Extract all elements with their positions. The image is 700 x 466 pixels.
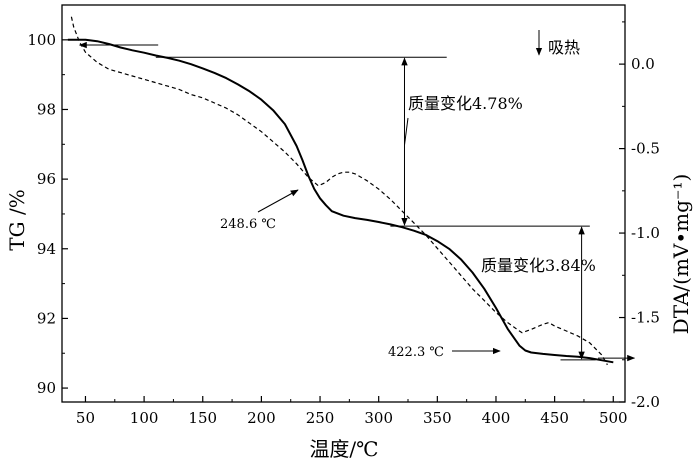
y-left-tick-label: 90 [37, 379, 56, 397]
x-axis-title: 温度/℃ [309, 437, 378, 461]
x-tick-label: 150 [188, 409, 217, 427]
x-tick-label: 250 [306, 409, 335, 427]
ticks: 50 100 150 200 250 300 350 400 450 500 90 92 94 96 98 1… [27, 21, 660, 427]
x-tick-label: 200 [247, 409, 276, 427]
y-right-tick-label: -2.0 [631, 393, 660, 411]
mass-change-1-label: 质量变化4.78% [408, 94, 523, 113]
x-tick-label: 300 [364, 409, 393, 427]
x-tick-label: 450 [540, 409, 569, 427]
mass-change-1-leader [403, 117, 409, 146]
y-left-tick-label: 94 [37, 240, 56, 258]
y-right-axis-title: DTA/(mV•mg⁻¹) [669, 174, 693, 335]
y-left-tick-label: 100 [27, 31, 56, 49]
plot-frame [61, 4, 626, 403]
tg-series-line [67, 38, 614, 364]
x-tick-label: 500 [599, 409, 628, 427]
arrows [78, 30, 636, 362]
peak-1-arrow [257, 189, 299, 213]
dta-series-line [70, 16, 608, 366]
y-left-axis-title: TG /% [5, 189, 29, 250]
x-tick-label: 100 [130, 409, 159, 427]
peak-1-label: 248.6 ℃ [220, 217, 276, 232]
mass-change-2-label: 质量变化3.84% [481, 256, 596, 275]
y-right-tick-label: -1.5 [631, 309, 660, 327]
series-lines [67, 16, 614, 366]
x-tick-label: 350 [423, 409, 452, 427]
reference-lines [155, 56, 596, 361]
y-left-tick-label: 96 [37, 170, 56, 188]
plot-border [61, 4, 626, 403]
y-right-tick-label: -0.5 [631, 140, 660, 158]
x-tick-label: 50 [76, 409, 95, 427]
y-left-tick-label: 92 [37, 309, 56, 327]
x-tick-label: 400 [482, 409, 511, 427]
y-left-tick-label: 98 [37, 100, 56, 118]
endotherm-label: 吸热 [548, 38, 580, 57]
y-right-tick-label: -1.0 [631, 224, 660, 242]
peak-2-label: 422.3 ℃ [388, 345, 444, 360]
y-right-tick-label: 0.0 [631, 55, 655, 73]
